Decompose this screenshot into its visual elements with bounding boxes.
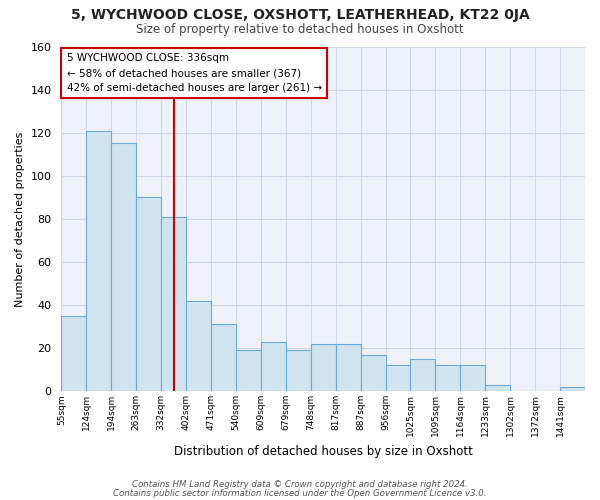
Text: 5, WYCHWOOD CLOSE, OXSHOTT, LEATHERHEAD, KT22 0JA: 5, WYCHWOOD CLOSE, OXSHOTT, LEATHERHEAD,… xyxy=(71,8,529,22)
Text: Contains public sector information licensed under the Open Government Licence v3: Contains public sector information licen… xyxy=(113,488,487,498)
Y-axis label: Number of detached properties: Number of detached properties xyxy=(15,131,25,306)
Bar xyxy=(211,324,236,392)
Bar xyxy=(136,198,161,392)
Bar xyxy=(61,316,86,392)
Bar xyxy=(286,350,311,392)
Bar xyxy=(460,366,485,392)
Bar xyxy=(236,350,261,392)
Text: Contains HM Land Registry data © Crown copyright and database right 2024.: Contains HM Land Registry data © Crown c… xyxy=(132,480,468,489)
Text: 5 WYCHWOOD CLOSE: 336sqm
← 58% of detached houses are smaller (367)
42% of semi-: 5 WYCHWOOD CLOSE: 336sqm ← 58% of detach… xyxy=(67,54,322,93)
Bar xyxy=(410,359,436,392)
Bar xyxy=(485,385,510,392)
Bar xyxy=(436,366,460,392)
Bar xyxy=(161,216,186,392)
Bar xyxy=(111,144,136,392)
Bar xyxy=(261,342,286,392)
Bar xyxy=(335,344,361,392)
Bar xyxy=(311,344,335,392)
X-axis label: Distribution of detached houses by size in Oxshott: Distribution of detached houses by size … xyxy=(174,444,473,458)
Bar xyxy=(86,130,111,392)
Bar xyxy=(361,354,386,392)
Bar xyxy=(560,387,585,392)
Text: Size of property relative to detached houses in Oxshott: Size of property relative to detached ho… xyxy=(136,22,464,36)
Bar xyxy=(186,301,211,392)
Bar xyxy=(386,366,410,392)
